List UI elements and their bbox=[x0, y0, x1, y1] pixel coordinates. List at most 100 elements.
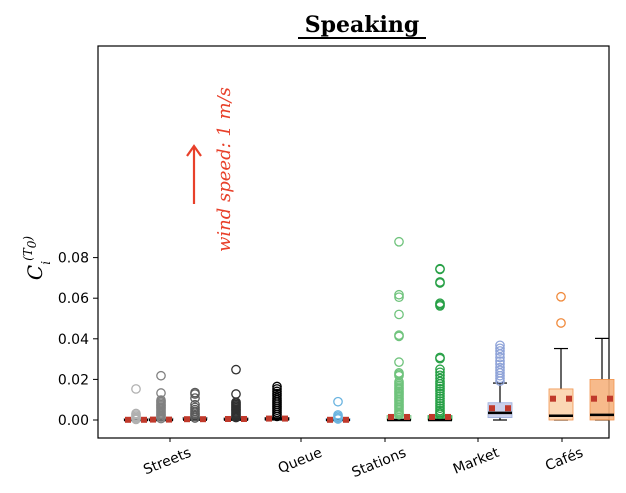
y-axis-label-text: Ci(T0) bbox=[21, 236, 53, 280]
outlier-point bbox=[272, 411, 282, 422]
outlier-point bbox=[435, 264, 445, 275]
outlier-point bbox=[435, 278, 445, 288]
y-axis-label: Ci(T0) bbox=[21, 236, 53, 280]
outlier-point bbox=[394, 357, 404, 367]
wind-arrow-head bbox=[186, 144, 202, 157]
outlier-point bbox=[156, 413, 166, 424]
outlier-point bbox=[435, 396, 445, 406]
plot-area bbox=[97, 45, 610, 439]
y-tick-label: 0.04 bbox=[58, 332, 89, 348]
mean-marker bbox=[550, 395, 556, 402]
mean-marker bbox=[566, 395, 572, 402]
mean-marker bbox=[266, 415, 272, 422]
mean-marker bbox=[125, 416, 131, 423]
mean-marker bbox=[241, 415, 247, 422]
outlier-point bbox=[435, 379, 445, 389]
y-tick-label: 0.02 bbox=[58, 372, 89, 388]
mean-marker bbox=[489, 405, 495, 412]
mean-marker bbox=[166, 416, 172, 423]
box-series bbox=[589, 337, 615, 421]
outlier-point bbox=[272, 384, 282, 394]
outlier-point bbox=[156, 370, 166, 381]
y-tick-label: 0.08 bbox=[58, 251, 89, 267]
wind-annotation-text: wind speed: 1 m/s bbox=[214, 87, 235, 252]
x-axis: Streets Queue Stations Market Cafés bbox=[141, 438, 585, 481]
outlier-point bbox=[435, 398, 445, 409]
mean-marker bbox=[607, 395, 613, 402]
outlier-point bbox=[556, 318, 566, 328]
outlier-point bbox=[495, 343, 505, 354]
x-tick-label: Cafés bbox=[543, 445, 585, 475]
box-series bbox=[264, 381, 290, 422]
mean-marker bbox=[429, 413, 435, 420]
y-axis: 0.00 0.02 0.04 0.06 0.08 bbox=[58, 251, 98, 429]
y-tick-label: 0.06 bbox=[58, 291, 89, 307]
box-series bbox=[148, 370, 174, 424]
outlier-point bbox=[394, 236, 404, 247]
outlier-point bbox=[435, 381, 445, 392]
outlier-point bbox=[131, 384, 141, 394]
box-series bbox=[182, 387, 208, 423]
mean-marker bbox=[388, 413, 394, 420]
boxes bbox=[123, 236, 615, 425]
box-series bbox=[386, 236, 412, 422]
outlier-point bbox=[333, 414, 343, 424]
outlier-point bbox=[435, 376, 445, 387]
y-tick-label: 0.00 bbox=[58, 413, 89, 429]
outlier-point bbox=[495, 349, 505, 359]
outlier-point bbox=[333, 396, 343, 407]
mean-marker bbox=[327, 416, 333, 423]
outlier-point bbox=[131, 414, 141, 425]
outlier-point bbox=[435, 383, 445, 394]
outlier-point bbox=[190, 393, 200, 403]
outlier-point bbox=[495, 373, 505, 384]
mean-marker bbox=[505, 405, 511, 412]
outlier-point bbox=[190, 389, 200, 399]
outlier-point bbox=[394, 331, 404, 342]
outlier-point bbox=[231, 389, 241, 399]
outlier-point bbox=[435, 393, 445, 404]
x-tick-label: Queue bbox=[276, 445, 325, 477]
outlier-point bbox=[435, 391, 445, 401]
x-tick-label: Stations bbox=[350, 445, 409, 481]
outlier-point bbox=[231, 364, 241, 375]
outlier-point bbox=[435, 364, 445, 375]
outlier-point bbox=[435, 301, 445, 311]
mean-marker bbox=[184, 416, 190, 423]
outlier-point bbox=[231, 412, 241, 423]
outlier-point bbox=[435, 386, 445, 397]
outlier-point bbox=[435, 367, 445, 378]
outlier-point bbox=[556, 291, 566, 302]
outlier-point bbox=[435, 403, 445, 414]
box-series bbox=[325, 396, 351, 424]
outlier-point bbox=[495, 346, 505, 356]
box-series bbox=[123, 384, 149, 425]
outlier-point bbox=[495, 356, 505, 366]
outlier-point bbox=[495, 370, 505, 381]
outlier-point bbox=[495, 352, 505, 363]
mean-marker bbox=[225, 415, 231, 422]
outlier-point bbox=[394, 292, 404, 303]
outlier-point bbox=[272, 381, 282, 392]
x-tick-label: Market bbox=[451, 445, 502, 478]
outlier-point bbox=[435, 388, 445, 399]
outlier-point bbox=[435, 353, 445, 364]
outlier-point bbox=[394, 289, 404, 300]
mean-marker bbox=[404, 413, 410, 420]
mean-marker bbox=[150, 416, 156, 423]
outlier-point bbox=[435, 409, 445, 420]
x-tick-label: Streets bbox=[141, 445, 193, 479]
mean-marker bbox=[200, 416, 206, 423]
outlier-point bbox=[394, 309, 404, 320]
outlier-point bbox=[394, 409, 404, 420]
wind-annotation: wind speed: 1 m/s bbox=[186, 87, 235, 252]
mean-marker bbox=[141, 416, 147, 423]
outlier-point bbox=[190, 413, 200, 423]
box-series bbox=[487, 340, 513, 421]
mean-marker bbox=[591, 395, 597, 402]
chart-title: Speaking bbox=[305, 12, 420, 38]
outlier-point bbox=[495, 376, 505, 386]
mean-marker bbox=[282, 415, 288, 422]
box-series bbox=[548, 291, 574, 421]
